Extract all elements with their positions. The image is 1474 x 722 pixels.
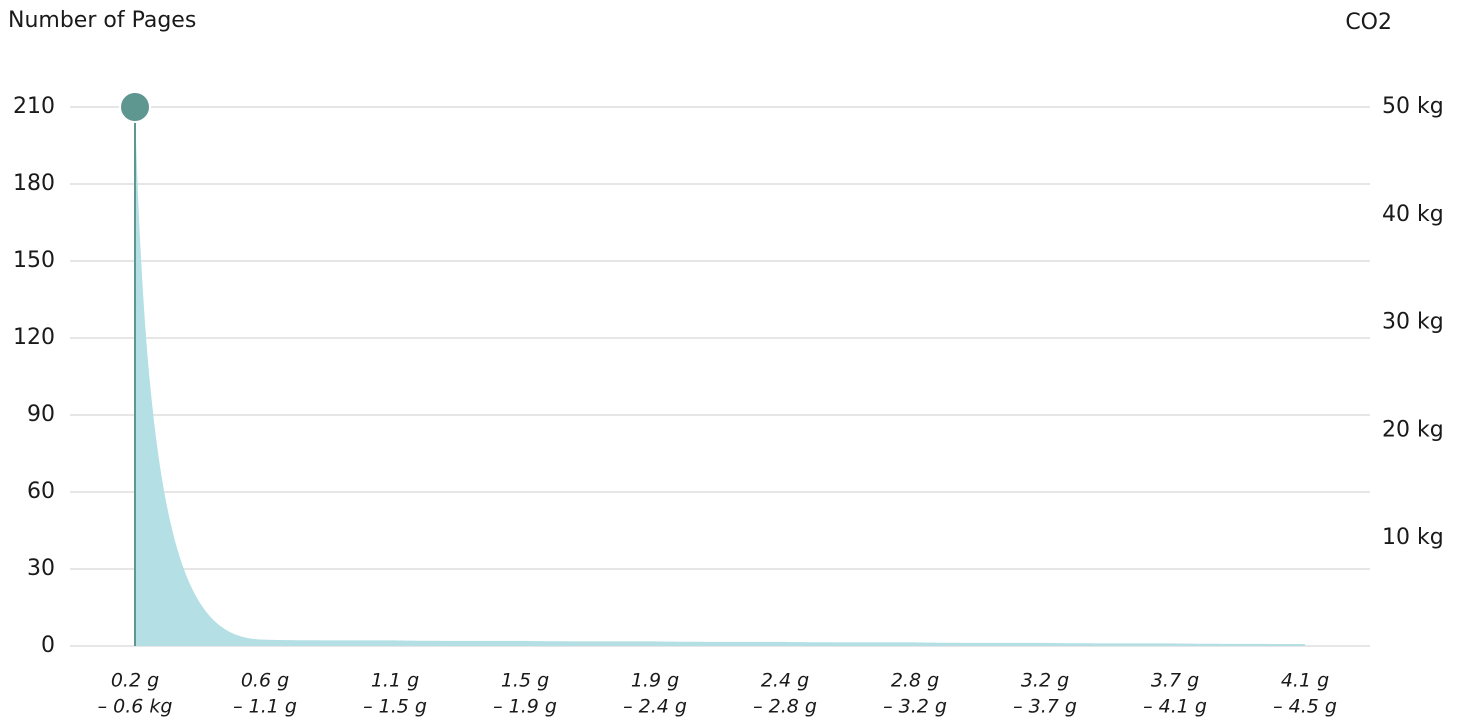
x-tick-label: 4.1 g <box>1281 670 1329 692</box>
y2-tick-label: 10 kg <box>1382 525 1444 550</box>
x-tick-label: 1.9 g <box>631 670 679 692</box>
y2-tick-label: 30 kg <box>1382 310 1444 335</box>
x-tick-label: – 1.9 g <box>493 696 557 718</box>
x-tick-label: – 4.5 g <box>1273 696 1337 718</box>
x-tick-label: – 2.4 g <box>623 696 687 718</box>
x-tick-label: – 0.6 kg <box>98 696 173 718</box>
x-tick-label: 1.5 g <box>501 670 549 692</box>
area <box>135 107 1305 646</box>
y-tick-label: 60 <box>27 479 55 504</box>
hover-marker <box>119 91 151 123</box>
y-tick-label: 180 <box>13 171 55 196</box>
x-tick-label: 0.6 g <box>241 670 289 692</box>
x-tick-label: – 2.8 g <box>753 696 817 718</box>
x-tick-label: – 3.7 g <box>1013 696 1077 718</box>
x-tick-label: – 3.2 g <box>883 696 947 718</box>
y-axis-title: Number of Pages <box>8 8 196 33</box>
y2-tick-label: 50 kg <box>1382 94 1444 119</box>
x-tick-label: – 1.1 g <box>233 696 297 718</box>
y2-axis-title: CO2 <box>1345 10 1392 35</box>
x-tick-label: 1.1 g <box>371 670 419 692</box>
x-tick-label: – 1.5 g <box>363 696 427 718</box>
x-tick-label: 2.4 g <box>761 670 809 692</box>
x-tick-label: 2.8 g <box>891 670 939 692</box>
x-tick-label: 3.7 g <box>1151 670 1199 692</box>
y-tick-label: 210 <box>13 94 55 119</box>
y-tick-label: 120 <box>13 325 55 350</box>
y-tick-label: 30 <box>27 556 55 581</box>
x-tick-label: 3.2 g <box>1021 670 1069 692</box>
y-tick-label: 150 <box>13 248 55 273</box>
y2-tick-label: 40 kg <box>1382 202 1444 227</box>
x-tick-label: – 4.1 g <box>1143 696 1207 718</box>
y-tick-label: 0 <box>41 633 55 658</box>
x-tick-label: 0.2 g <box>111 670 159 692</box>
y2-tick-label: 20 kg <box>1382 417 1444 442</box>
y-tick-label: 90 <box>27 402 55 427</box>
